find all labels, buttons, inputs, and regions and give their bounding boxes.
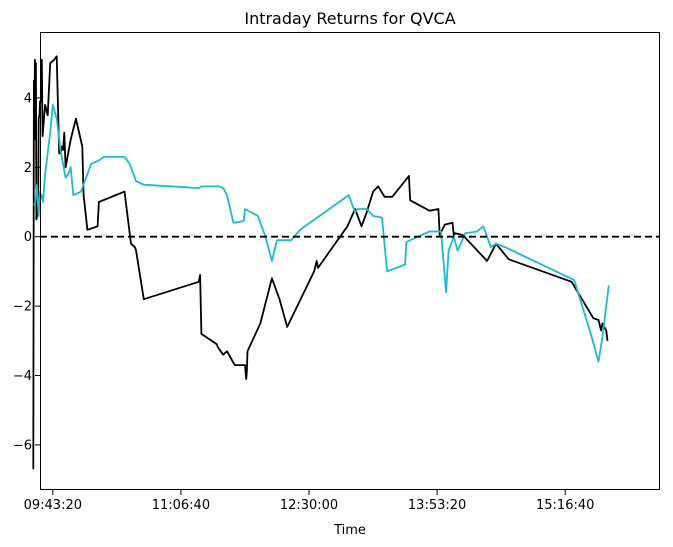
- y-tick-label: 2: [24, 161, 32, 176]
- y-axis: −6 −4 −2 0 2 4: [13, 91, 40, 453]
- y-tick-label: 0: [24, 230, 32, 245]
- x-tick-label: 15:16:40: [536, 498, 594, 513]
- x-tick-label: 13:53:20: [408, 498, 466, 513]
- series-layer: [32, 55, 610, 470]
- y-tick-label: −4: [13, 369, 32, 384]
- plot-frame: [40, 32, 660, 490]
- x-tick-label: 09:43:20: [24, 498, 82, 513]
- y-tick-label: 4: [24, 91, 32, 106]
- x-axis-title: Time: [333, 523, 366, 538]
- y-tick-label: −2: [13, 300, 32, 315]
- x-tick-label: 12:30:00: [280, 498, 338, 513]
- x-axis: 09:43:20 11:06:40 12:30:00 13:53:20 15:16:40: [24, 490, 594, 513]
- chart-title: Intraday Returns for QVCA: [244, 9, 455, 28]
- series-line-1: [32, 55, 609, 470]
- x-tick-label: 11:06:40: [152, 498, 210, 513]
- y-tick-label: −6: [13, 438, 32, 453]
- series-line-2: [33, 104, 610, 363]
